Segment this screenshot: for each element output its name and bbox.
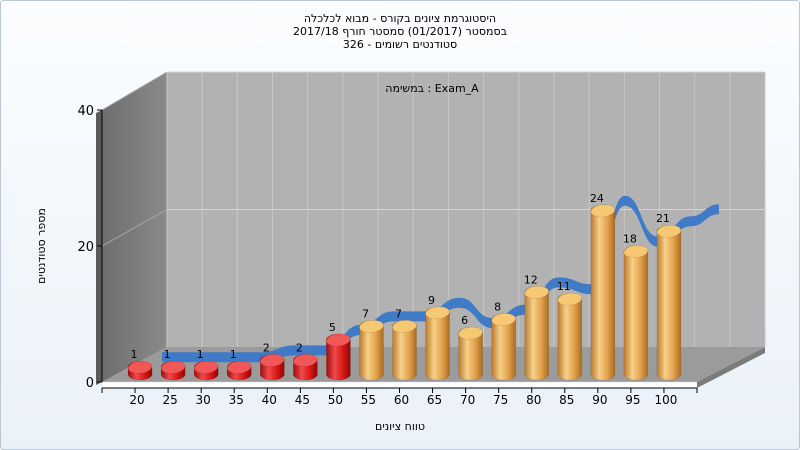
chart-title-line-2: בסמסטר (01/2017) סמסטר חורף 2017/18	[293, 25, 507, 38]
y-axis-label: מספר סטודנטים	[35, 208, 48, 284]
floor-front-edge	[101, 381, 698, 389]
x-tick-label: 65	[427, 393, 442, 407]
grid-line-side	[101, 71, 168, 111]
bar-top	[193, 360, 219, 374]
chart-title-line-3: 326 - סטודנטים רשומים	[342, 38, 458, 51]
bar	[392, 320, 417, 381]
bar-top	[557, 292, 582, 306]
y-tick-label: 20	[77, 240, 94, 255]
x-tick-label: 70	[460, 393, 475, 407]
bar	[590, 204, 616, 381]
bar-value-label: 2	[296, 341, 303, 354]
x-tick-label: 80	[526, 393, 541, 407]
x-tick-label: 30	[196, 393, 211, 407]
bar-value-label: 6	[461, 314, 468, 327]
x-tick-label: 55	[361, 393, 376, 407]
bar-value-label: 1	[197, 348, 204, 361]
bar-value-label: 1	[164, 348, 171, 361]
bar	[623, 245, 649, 381]
x-tick-label: 85	[559, 393, 574, 407]
bar-value-label: 12	[524, 273, 538, 286]
grid-line-side	[101, 209, 168, 247]
bar-value-label: 1	[131, 348, 138, 361]
x-tick-label: 60	[394, 393, 409, 407]
bar-top	[260, 354, 285, 367]
bar-top	[458, 326, 483, 340]
bar-top	[359, 320, 384, 333]
bar	[292, 354, 318, 381]
x-tick-label: 35	[229, 393, 244, 407]
bar-value-label: 9	[428, 294, 435, 307]
bar	[491, 313, 517, 381]
bar-value-label: 11	[557, 280, 571, 293]
bar	[425, 306, 450, 381]
bar-top	[392, 320, 417, 333]
bar-value-label: 7	[362, 307, 369, 320]
bar	[259, 354, 285, 381]
bar-value-label: 18	[623, 233, 637, 246]
bar-top	[326, 333, 351, 347]
bar-top	[425, 306, 450, 320]
bar-top	[127, 360, 153, 374]
bar	[226, 360, 252, 381]
bar-top	[623, 245, 649, 258]
bar	[524, 286, 550, 381]
x-tick-label: 40	[262, 393, 277, 407]
bar-top	[293, 354, 318, 367]
chart-annotation: במשימה : Exam_A	[385, 82, 479, 95]
grid-lines	[101, 71, 766, 347]
bar	[160, 360, 186, 381]
x-tick-label: 95	[625, 393, 640, 407]
bar	[656, 224, 682, 381]
y-tick-label: 40	[77, 104, 94, 119]
bar-top	[590, 204, 616, 218]
bar	[359, 320, 384, 381]
bar	[458, 326, 484, 381]
y-tick-label: 0	[86, 376, 94, 391]
x-tick-label: 50	[328, 393, 343, 407]
chart-title-line-1: היסטוגרמת ציונים בקורס - מבוא לכלכלה	[303, 12, 497, 25]
x-tick-label: 25	[162, 393, 177, 407]
bar	[325, 333, 351, 381]
bar-value-label: 8	[494, 301, 501, 314]
x-tick-label: 100	[654, 393, 677, 407]
floor-right-edge	[697, 347, 765, 388]
left-wall	[102, 72, 167, 382]
bar-top	[524, 286, 549, 299]
bar	[193, 360, 219, 381]
bar	[127, 360, 153, 381]
bar-value-label: 7	[395, 307, 402, 320]
bar-top	[160, 360, 186, 374]
bar	[557, 292, 583, 381]
x-tick-label: 45	[295, 393, 310, 407]
bar-top	[491, 313, 516, 326]
bar-value-label: 5	[329, 321, 336, 334]
bar-top	[227, 360, 252, 374]
bar-value-label: 1	[230, 348, 237, 361]
bar-value-label: 2	[263, 341, 270, 354]
x-tick-label: 75	[493, 393, 508, 407]
bar-value-label: 21	[656, 212, 670, 225]
x-axis-label: טווח ציונים	[375, 420, 425, 433]
bar-top	[656, 224, 682, 238]
bar-value-label: 24	[590, 192, 604, 205]
left-wall-edge	[96, 110, 102, 385]
x-tick-label: 90	[592, 393, 607, 407]
x-tick-label: 20	[129, 393, 144, 407]
